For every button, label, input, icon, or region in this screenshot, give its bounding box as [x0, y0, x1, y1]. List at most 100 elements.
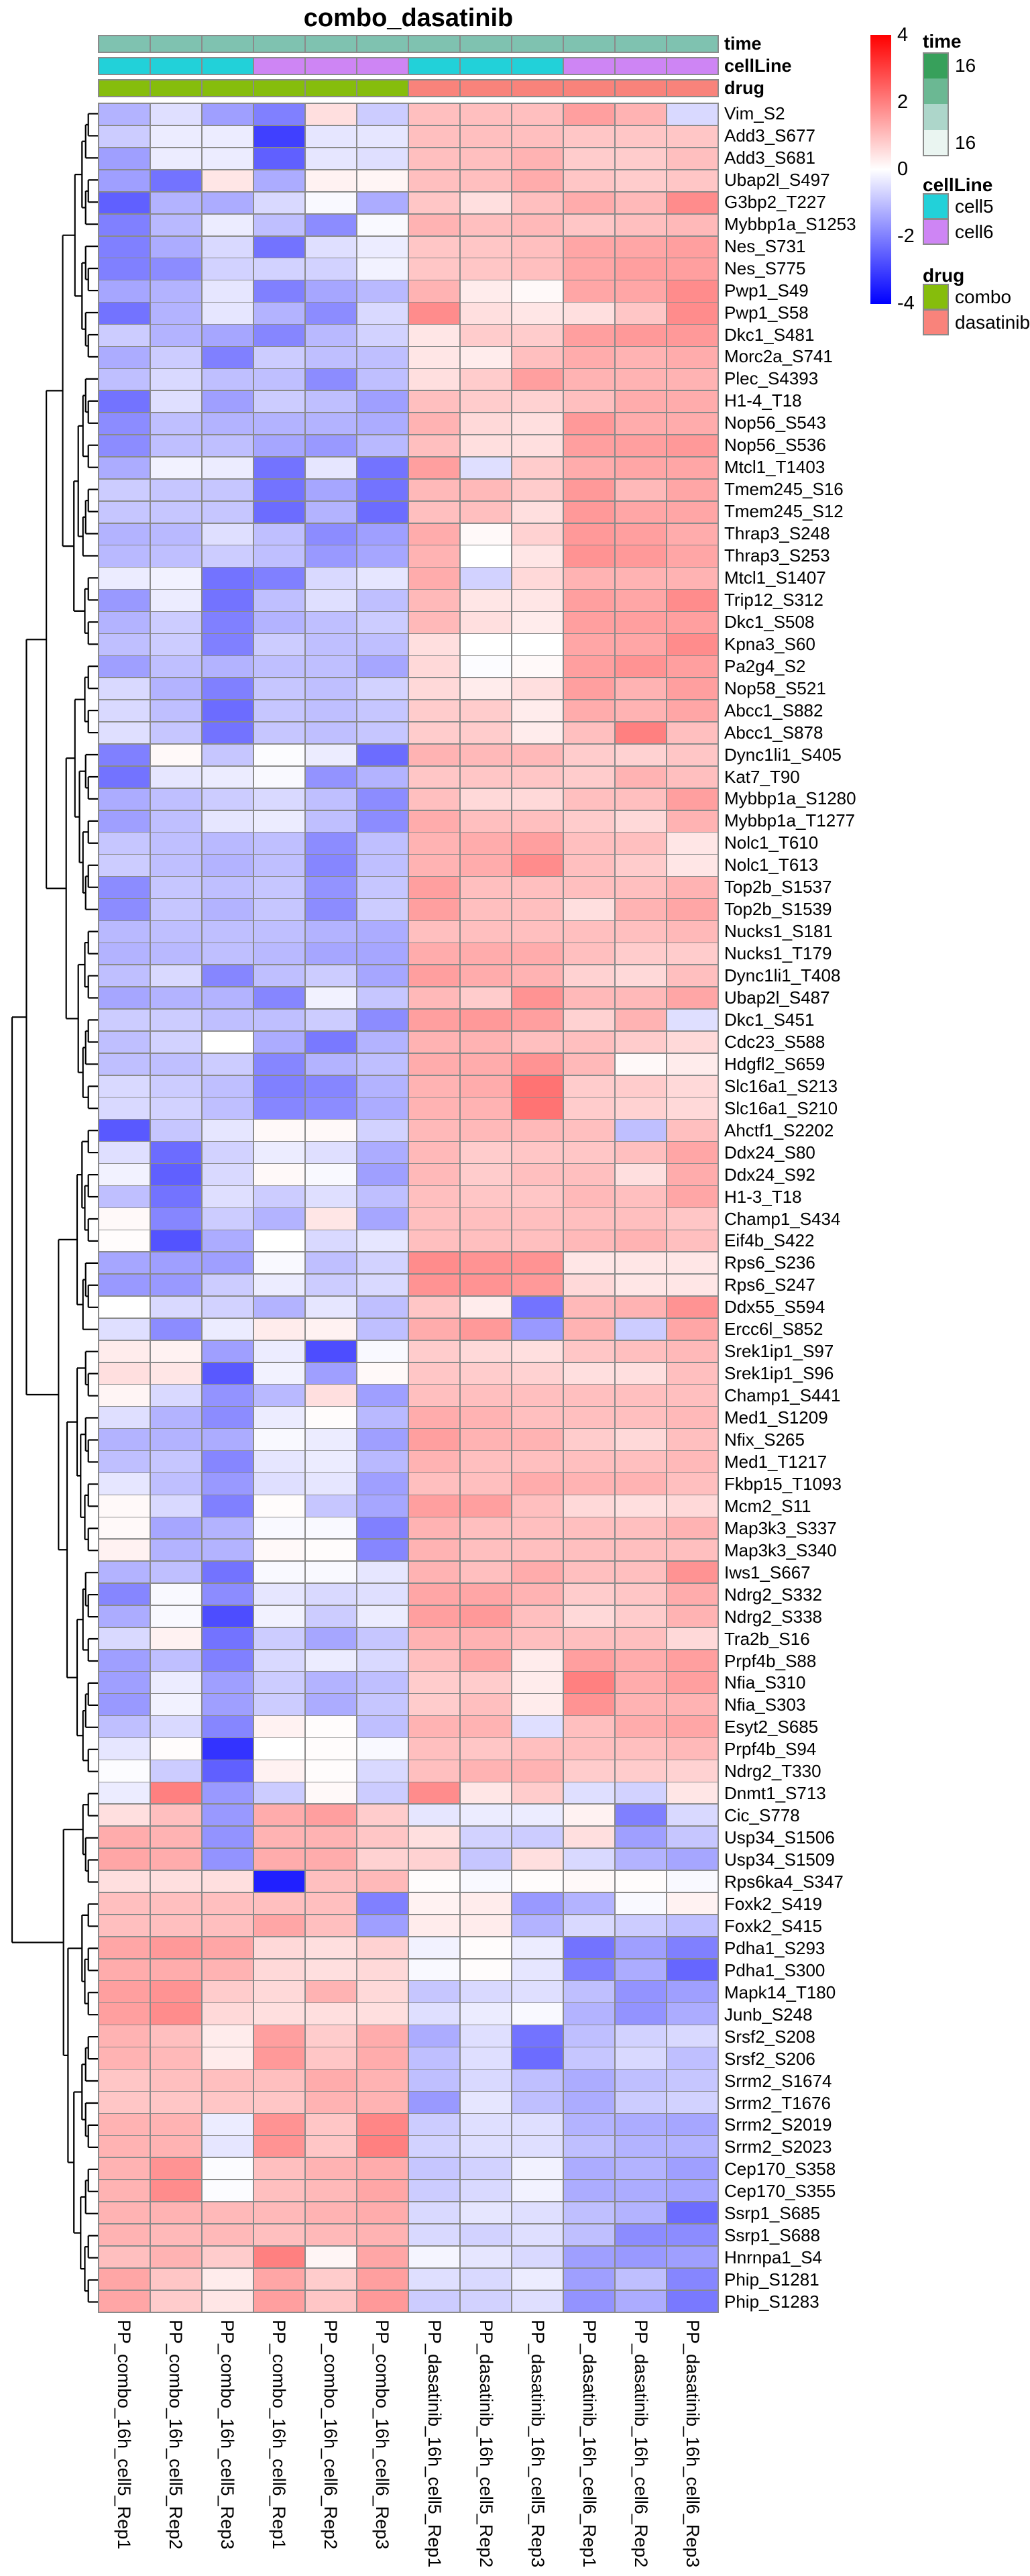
- heatmap-cell: [357, 1340, 408, 1362]
- heatmap-cell: [408, 855, 460, 876]
- heatmap-cell: [408, 2290, 460, 2312]
- heatmap-cell: [150, 2070, 202, 2091]
- heatmap-cell: [408, 1915, 460, 1937]
- row-label: Nfia_S303: [724, 1695, 806, 1715]
- heatmap-cell: [667, 1120, 718, 1141]
- annotation-cell-cellLine: [409, 58, 459, 74]
- heatmap-cell: [667, 2224, 718, 2246]
- heatmap-cell: [357, 1804, 408, 1826]
- heatmap-cell: [99, 943, 150, 965]
- heatmap-cell: [615, 1915, 667, 1937]
- heatmap-cell: [253, 1848, 305, 1870]
- heatmap-cell: [150, 722, 202, 744]
- heatmap-cell: [615, 1120, 667, 1141]
- heatmap-cell: [408, 192, 460, 214]
- row-label: Phip_S1281: [724, 2269, 819, 2290]
- heatmap-cell: [615, 1826, 667, 1848]
- heatmap-cell: [408, 1120, 460, 1141]
- heatmap-cell: [357, 413, 408, 435]
- heatmap-cell: [99, 2290, 150, 2312]
- heatmap-cell: [357, 921, 408, 943]
- heatmap-cell: [99, 325, 150, 346]
- heatmap-cell: [357, 2003, 408, 2025]
- heatmap-cell: [253, 1252, 305, 1274]
- heatmap-cell: [305, 1053, 357, 1075]
- heatmap-cell: [202, 1009, 253, 1031]
- heatmap-cell: [202, 413, 253, 435]
- heatmap-cell: [357, 678, 408, 700]
- heatmap-cell: [615, 2180, 667, 2202]
- row-label: Tra2b_S16: [724, 1628, 810, 1649]
- heatmap-cell: [150, 987, 202, 1009]
- heatmap-cell: [460, 2180, 512, 2202]
- heatmap-cell: [253, 1539, 305, 1561]
- heatmap-cell: [408, 125, 460, 148]
- heatmap-cell: [357, 1716, 408, 1737]
- heatmap-cell: [202, 987, 253, 1009]
- heatmap-cell: [563, 1009, 615, 1031]
- heatmap-cell: [460, 104, 512, 125]
- heatmap-cell: [563, 1517, 615, 1539]
- heatmap-cell: [150, 1650, 202, 1671]
- column-label: PP_combo_16h_cell6_Rep1: [269, 2320, 290, 2550]
- heatmap-cell: [615, 2157, 667, 2180]
- heatmap-cell: [253, 1009, 305, 1031]
- heatmap-cell: [512, 1915, 563, 1937]
- annotation-cell-drug: [203, 80, 253, 96]
- heatmap-cell: [667, 2136, 718, 2157]
- heatmap-cell: [615, 1495, 667, 1517]
- heatmap-cell: [615, 1804, 667, 1826]
- heatmap-cell: [150, 2025, 202, 2047]
- heatmap-cell: [408, 766, 460, 788]
- heatmap-cell: [615, 148, 667, 170]
- heatmap-cell: [512, 2092, 563, 2113]
- heatmap-cell: [253, 1075, 305, 1097]
- heatmap-cell: [305, 722, 357, 744]
- heatmap-cell: [99, 413, 150, 435]
- heatmap-cell: [202, 634, 253, 655]
- heatmap-cell: [667, 1892, 718, 1915]
- heatmap-cell: [667, 590, 718, 611]
- heatmap-cell: [512, 1142, 563, 1163]
- heatmap-cell: [305, 1318, 357, 1340]
- heatmap-cell: [460, 1760, 512, 1782]
- heatmap-cell: [460, 943, 512, 965]
- heatmap-cell: [615, 192, 667, 214]
- annotation-cell-time: [99, 36, 150, 52]
- row-label: Champ1_S441: [724, 1385, 841, 1406]
- heatmap-cell: [512, 1252, 563, 1274]
- annotation-label-time: time: [724, 34, 762, 54]
- heatmap-cell: [357, 1539, 408, 1561]
- heatmap-cell: [202, 1627, 253, 1650]
- heatmap-cell: [460, 568, 512, 589]
- heatmap-cell: [99, 766, 150, 788]
- heatmap-cell: [202, 2047, 253, 2069]
- row-label: Usp34_S1509: [724, 1849, 835, 1870]
- row-label: Rps6_S236: [724, 1252, 815, 1273]
- heatmap-cell: [512, 965, 563, 987]
- heatmap-cell: [667, 1848, 718, 1870]
- heatmap-cell: [150, 1738, 202, 1760]
- heatmap-cell: [615, 1340, 667, 1362]
- heatmap-cell: [357, 303, 408, 324]
- row-label: Kat7_T90: [724, 766, 800, 787]
- heatmap-cell: [615, 2224, 667, 2246]
- heatmap-cell: [357, 2180, 408, 2202]
- heatmap-cell: [667, 2268, 718, 2290]
- heatmap-cell: [615, 1650, 667, 1671]
- heatmap-cell: [357, 347, 408, 368]
- heatmap-cell: [150, 1583, 202, 1605]
- heatmap-cell: [563, 192, 615, 214]
- heatmap-cell: [408, 899, 460, 920]
- heatmap-cell: [563, 1738, 615, 1760]
- heatmap-cell: [99, 1186, 150, 1208]
- heatmap-cell: [563, 1407, 615, 1428]
- heatmap-cell: [305, 545, 357, 567]
- heatmap-cell: [512, 1230, 563, 1252]
- heatmap-cell: [460, 1208, 512, 1230]
- heatmap-cell: [305, 303, 357, 324]
- heatmap-cell: [202, 523, 253, 545]
- heatmap-cell: [563, 1097, 615, 1119]
- heatmap-cell: [305, 2180, 357, 2202]
- heatmap-cell: [408, 987, 460, 1009]
